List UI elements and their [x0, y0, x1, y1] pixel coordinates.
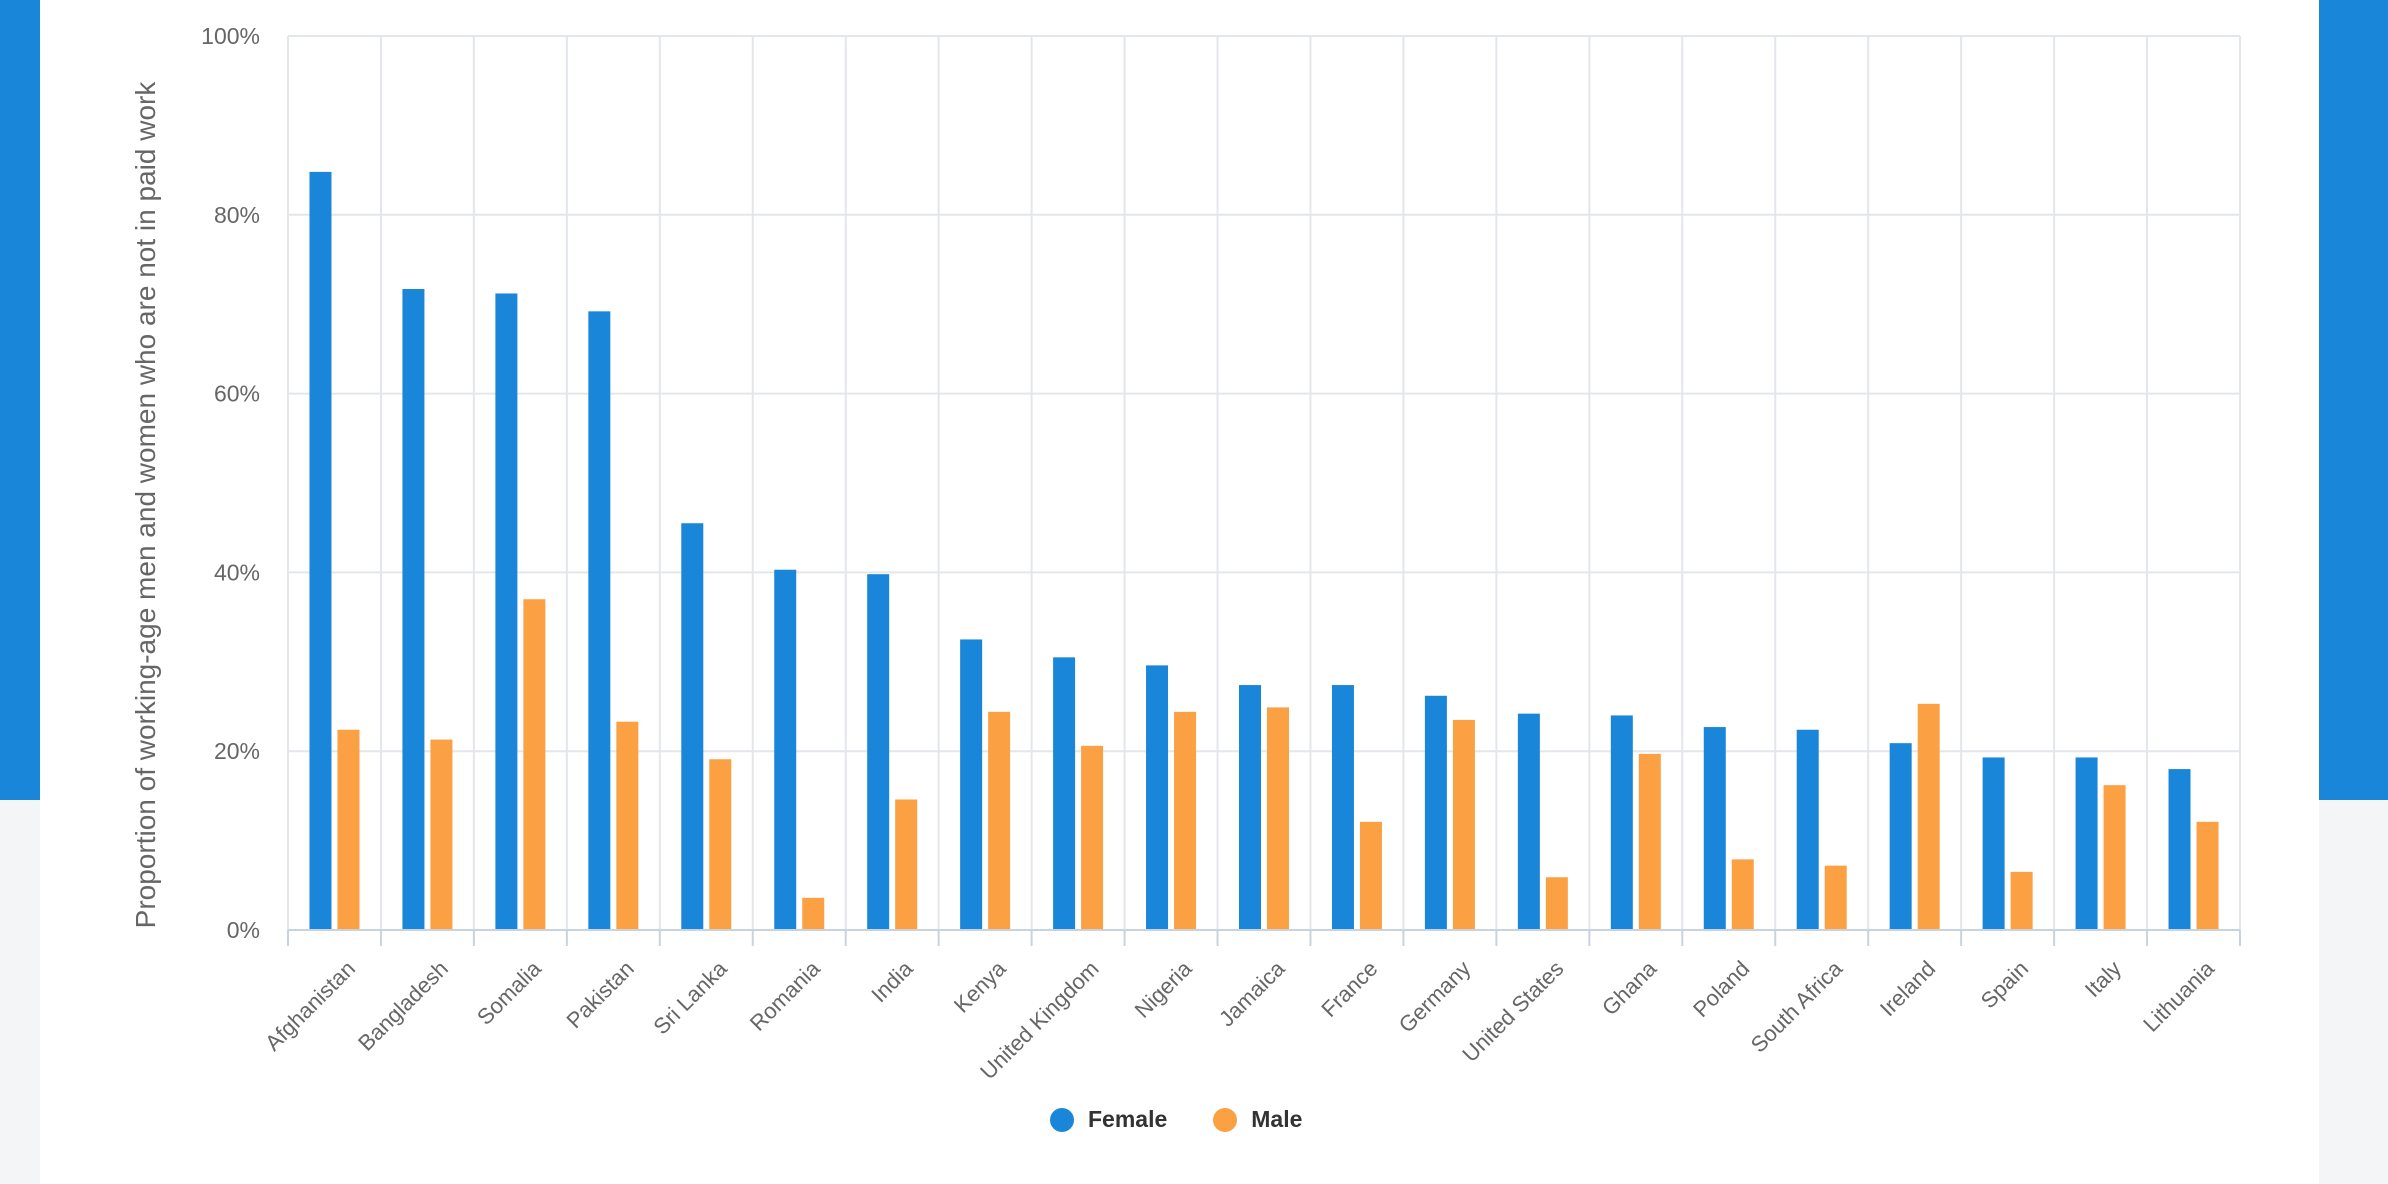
bar-male[interactable] [1638, 753, 1661, 930]
legend-item-female[interactable]: Female [1050, 1106, 1167, 1133]
bar-male[interactable] [1917, 703, 1940, 930]
bar-male[interactable] [1174, 711, 1197, 930]
bars-layer [309, 171, 2219, 930]
bar-female[interactable] [2075, 757, 2098, 930]
x-tick-label: India [866, 955, 918, 1007]
y-tick-label: 40% [214, 559, 260, 585]
bar-male[interactable] [2103, 785, 2126, 930]
bar-female[interactable] [495, 293, 518, 930]
x-tick-label: Germany [1394, 956, 1476, 1038]
bar-male[interactable] [1081, 745, 1104, 930]
bar-female[interactable] [588, 311, 611, 930]
bar-female[interactable] [1146, 665, 1169, 930]
bar-male[interactable] [1731, 859, 1754, 930]
y-tick-label: 20% [214, 738, 260, 764]
bar-female[interactable] [1424, 695, 1447, 930]
right-accent-bar [2319, 0, 2388, 800]
male-swatch-icon [1213, 1107, 1238, 1132]
grid-layer [287, 35, 2241, 931]
x-tick-label: Poland [1688, 956, 1754, 1022]
bar-female[interactable] [1982, 757, 2005, 930]
x-tick-label: Lithuania [2138, 955, 2219, 1036]
x-tick-label: Somalia [472, 955, 546, 1029]
x-tick-label: South Africa [1746, 955, 1848, 1057]
y-axis-title: Proportion of working-age men and women … [130, 81, 161, 929]
x-tick-label: Sri Lanka [648, 955, 732, 1039]
legend-item-male[interactable]: Male [1213, 1106, 1302, 1133]
x-tick-label: Romania [745, 955, 825, 1035]
bar-male[interactable] [895, 799, 918, 930]
bar-male[interactable] [988, 711, 1011, 930]
left-accent-bar [0, 0, 40, 800]
bar-male[interactable] [1824, 865, 1847, 930]
bar-female[interactable] [681, 523, 704, 930]
female-swatch-icon [1050, 1107, 1074, 1132]
bar-male[interactable] [2010, 871, 2033, 930]
bar-male[interactable] [802, 897, 825, 930]
bar-male[interactable] [616, 721, 639, 930]
y-tick-label: 100% [201, 23, 260, 49]
x-tick-label: Afghanistan [260, 956, 360, 1056]
y-tick-label: 60% [214, 381, 260, 407]
bar-female[interactable] [960, 639, 983, 930]
x-tick-label: Kenya [949, 955, 1011, 1017]
bar-female[interactable] [402, 289, 425, 930]
x-tick-label: Nigeria [1130, 955, 1198, 1023]
legend: Female Male [1050, 1106, 1302, 1133]
x-tick-label: France [1316, 956, 1382, 1022]
bar-male[interactable] [1545, 877, 1568, 930]
bar-female[interactable] [309, 171, 332, 930]
bar-male[interactable] [430, 739, 453, 930]
bar-male[interactable] [523, 599, 546, 930]
bar-female[interactable] [1239, 685, 1261, 930]
x-tick-label: Bangladesh [353, 956, 453, 1056]
y-tick-label: 80% [214, 202, 260, 228]
bar-male[interactable] [1359, 821, 1382, 930]
bar-female[interactable] [1053, 657, 1076, 930]
bar-male[interactable] [1452, 719, 1475, 930]
bar-female[interactable] [1796, 729, 1819, 930]
legend-label-male: Male [1251, 1106, 1303, 1132]
bar-female[interactable] [1703, 727, 1726, 930]
x-tick-label: Spain [1976, 956, 2033, 1013]
bar-male[interactable] [2196, 821, 2219, 930]
legend-label-female: Female [1088, 1106, 1168, 1132]
bar-female[interactable] [774, 569, 797, 930]
x-tick-label: Ireland [1875, 956, 1940, 1021]
bar-female[interactable] [867, 574, 890, 930]
y-tick-label: 0% [227, 917, 260, 943]
bar-female[interactable] [2168, 769, 2191, 930]
x-tick-label: Jamaica [1214, 955, 1290, 1031]
bar-male[interactable] [1267, 707, 1289, 930]
bar-female[interactable] [1889, 743, 1912, 930]
bar-female[interactable] [1517, 713, 1540, 930]
x-tick-label: Italy [2080, 956, 2126, 1002]
x-tick-label: Pakistan [562, 956, 639, 1033]
x-tick-label: Ghana [1597, 955, 1662, 1020]
bar-male[interactable] [709, 759, 732, 930]
bar-female[interactable] [1331, 685, 1354, 930]
bar-female[interactable] [1610, 715, 1633, 930]
bar-male[interactable] [337, 729, 360, 930]
